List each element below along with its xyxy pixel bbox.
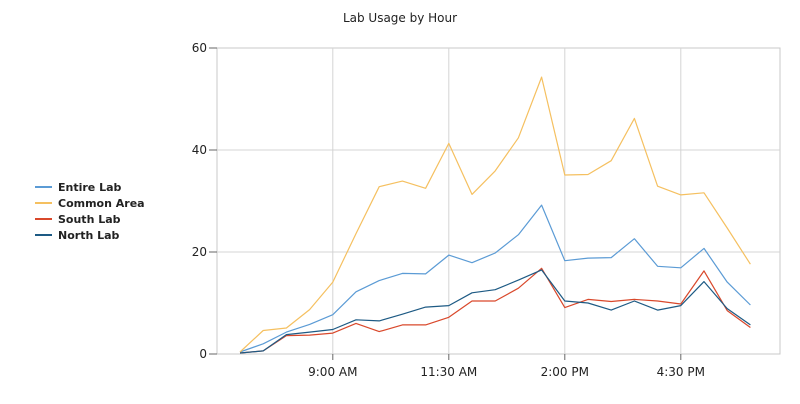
legend-label: Entire Lab: [58, 180, 122, 194]
legend-swatch: [35, 234, 52, 236]
plot-border: [216, 47, 781, 355]
legend-item-common-area: Common Area: [35, 195, 145, 211]
x-tick-label: 4:30 PM: [657, 365, 705, 379]
x-tick-label: 11:30 AM: [420, 365, 477, 379]
x-tick-label: 2:00 PM: [541, 365, 589, 379]
legend-item-north-lab: North Lab: [35, 227, 145, 243]
y-tick-label: 40: [192, 143, 207, 157]
series-line-south-lab: [239, 267, 751, 354]
legend-item-south-lab: South Lab: [35, 211, 145, 227]
legend-label: North Lab: [58, 228, 120, 242]
legend-swatch: [35, 186, 52, 188]
y-tick-label: 0: [199, 347, 207, 361]
legend-item-entire-lab: Entire Lab: [35, 179, 145, 195]
series-line-common-area: [239, 76, 751, 353]
legend-label: South Lab: [58, 212, 121, 226]
series-line-north-lab: [239, 269, 751, 354]
legend-swatch: [35, 202, 52, 204]
legend-label: Common Area: [58, 196, 145, 210]
y-tick-label: 60: [192, 41, 207, 55]
x-tick-label: 9:00 AM: [308, 365, 357, 379]
legend: Entire Lab Common Area South Lab North Lab: [35, 179, 145, 243]
legend-swatch: [35, 218, 52, 220]
series-line-entire-lab: [239, 204, 751, 353]
chart-title: Lab Usage by Hour: [342, 11, 458, 25]
y-tick-label: 20: [192, 245, 207, 259]
